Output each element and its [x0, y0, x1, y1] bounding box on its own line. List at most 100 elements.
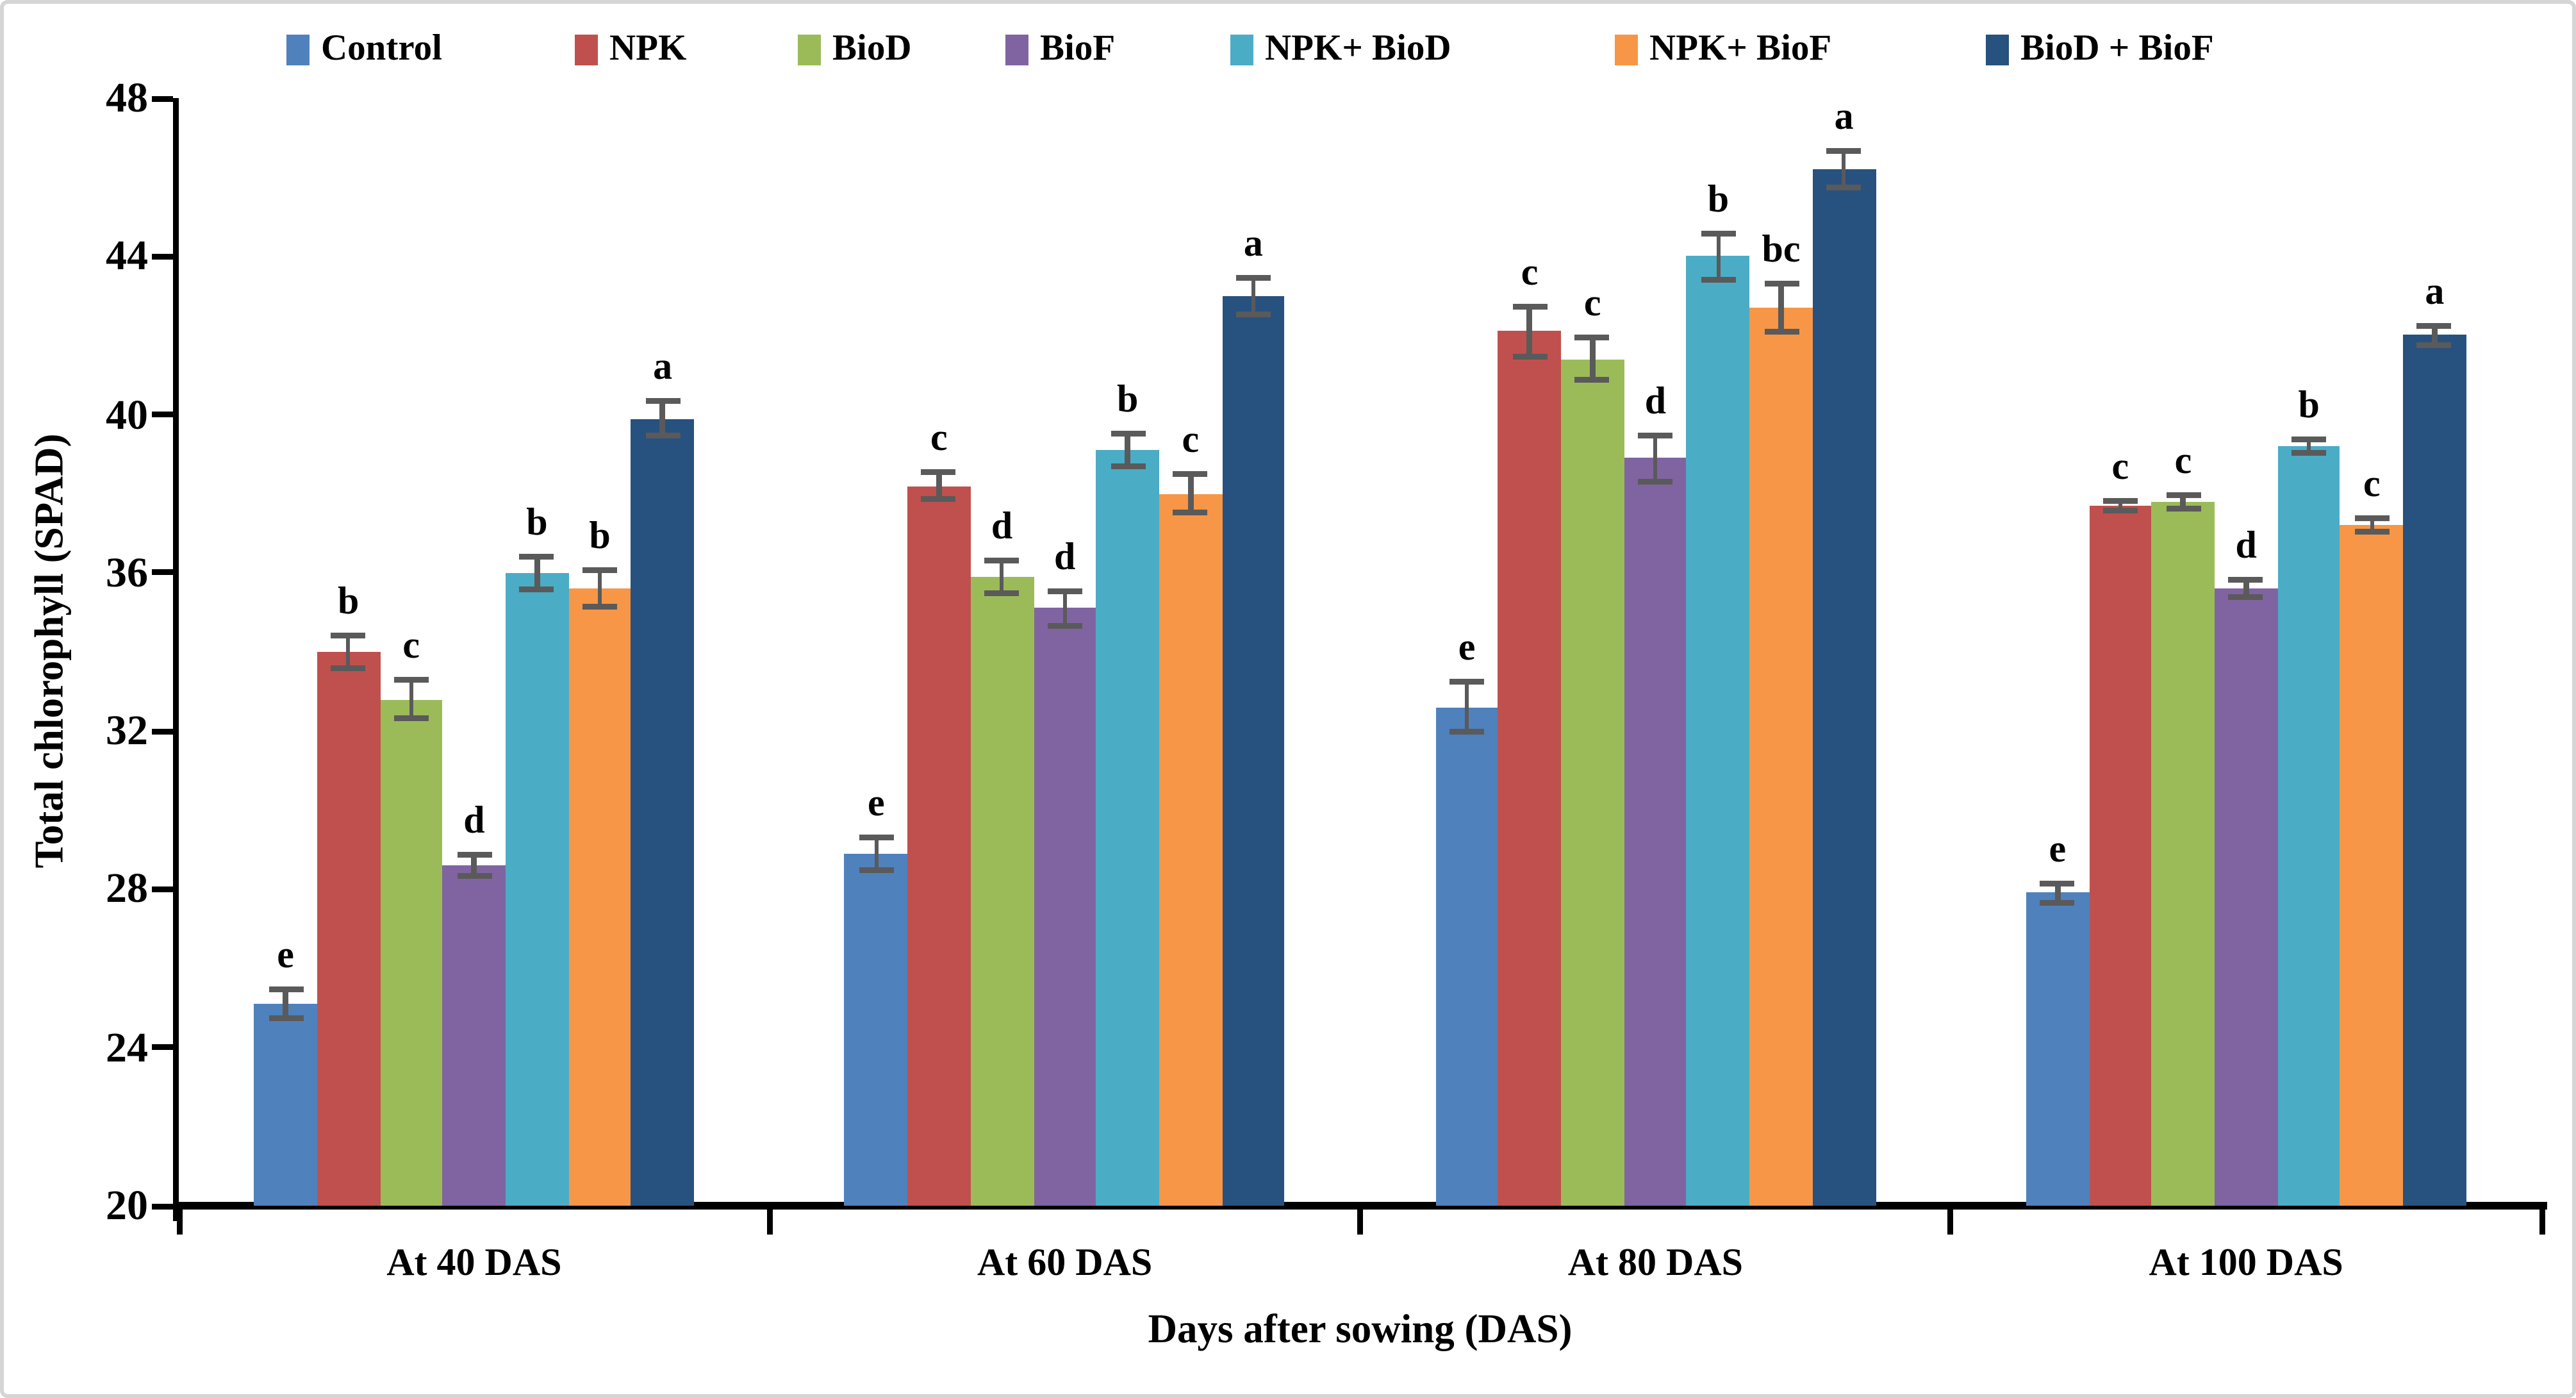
error-bar: [1590, 335, 1596, 383]
error-bar-cap: [2291, 450, 2327, 456]
significance-letter: d: [1644, 380, 1667, 423]
error-bar-cap: [1826, 185, 1862, 191]
error-bar-cap: [1638, 478, 1673, 484]
error-bar-cap: [2102, 508, 2138, 513]
bar: [1687, 256, 1750, 1206]
y-axis-tick: [152, 412, 173, 418]
legend-item: BioD: [798, 30, 912, 69]
error-bar: [1527, 303, 1532, 360]
significance-letter: e: [2049, 829, 2067, 872]
significance-letter: c: [402, 626, 420, 669]
significance-letter: bc: [1762, 228, 1801, 270]
error-bar-cap: [2102, 497, 2138, 504]
significance-letter: b: [589, 515, 611, 558]
legend-label: NPK: [609, 29, 687, 69]
legend-swatch: [798, 35, 821, 65]
error-bar-cap: [456, 873, 491, 879]
error-bar-cap: [331, 632, 366, 638]
error-bar-cap: [1575, 377, 1610, 383]
error-bar-cap: [1575, 335, 1610, 342]
legend-item: NPK+ BioF: [1615, 29, 1832, 69]
bar: [1221, 295, 1285, 1206]
error-bar-cap: [268, 1015, 303, 1022]
error-bar-cap: [519, 553, 554, 559]
error-bar-cap: [1173, 472, 1208, 478]
error-bar-cap: [645, 398, 681, 404]
error-bar-cap: [2354, 515, 2390, 522]
x-axis-tick: [766, 1210, 773, 1235]
significance-letter: d: [1053, 537, 1076, 579]
error-bar: [1062, 588, 1068, 628]
error-bar-cap: [2166, 492, 2201, 498]
x-axis-tick: [1357, 1210, 1363, 1235]
significance-letter: e: [1458, 628, 1476, 670]
legend-item: NPK: [575, 29, 687, 69]
legend-label: Control: [321, 29, 442, 69]
significance-letter: b: [1117, 378, 1139, 421]
bar: [379, 699, 443, 1206]
error-bar-cap: [2166, 505, 2201, 512]
error-bar: [472, 851, 477, 879]
x-axis-category-label: At 80 DAS: [1567, 1242, 1744, 1285]
significance-letter: e: [867, 781, 885, 824]
bar: [970, 576, 1034, 1206]
significance-letter: b: [2298, 384, 2320, 427]
significance-letter: b: [1707, 178, 1730, 221]
y-axis-tick: [152, 728, 173, 734]
significance-letter: b: [526, 501, 548, 544]
error-bar: [2432, 323, 2438, 347]
error-bar-cap: [1701, 276, 1736, 282]
y-axis-tick-label: 28: [106, 864, 148, 913]
error-bar-cap: [2354, 529, 2390, 535]
y-axis-tick: [152, 253, 173, 260]
significance-letter: e: [277, 934, 294, 977]
legend-swatch: [1986, 35, 2009, 65]
legend-label: NPK+ BioF: [1649, 29, 1832, 69]
legend-item: BioD + BioF: [1986, 30, 2214, 69]
significance-letter: a: [1243, 222, 1263, 265]
y-axis-tick-label: 36: [106, 547, 148, 596]
error-bar-cap: [1110, 464, 1145, 470]
error-bar-cap: [984, 590, 1020, 597]
x-axis-tick: [2538, 1210, 2545, 1235]
bar: [2026, 893, 2089, 1206]
x-axis-tick: [1947, 1210, 1954, 1235]
error-bar: [409, 678, 414, 721]
legend-swatch: [1615, 35, 1638, 65]
bar: [2340, 525, 2404, 1206]
bar: [2403, 335, 2466, 1206]
error-bar-cap: [1235, 312, 1271, 318]
error-bar-cap: [2417, 341, 2452, 347]
error-bar-cap: [859, 833, 894, 840]
error-bar-cap: [2040, 899, 2075, 905]
x-axis-tick: [176, 1210, 182, 1235]
bar: [1096, 450, 1159, 1206]
error-bar-cap: [1638, 432, 1673, 438]
bar: [845, 853, 908, 1206]
error-bar-cap: [2291, 436, 2327, 442]
significance-letter: c: [2174, 440, 2192, 483]
error-bar-cap: [1701, 230, 1736, 237]
error-bar-cap: [984, 556, 1020, 563]
bar: [1033, 608, 1096, 1206]
bar: [1624, 458, 1687, 1206]
legend-item: NPK+ BioD: [1230, 30, 1451, 69]
error-bar-cap: [859, 867, 894, 874]
error-bar: [2306, 436, 2311, 456]
error-bar: [873, 833, 879, 874]
error-bar-cap: [2417, 323, 2452, 329]
error-bar-cap: [1763, 279, 1799, 286]
error-bar: [999, 556, 1005, 597]
y-axis-tick: [152, 886, 173, 892]
error-bar: [1125, 430, 1130, 470]
error-bar-cap: [519, 587, 554, 593]
error-bar-cap: [1512, 303, 1548, 310]
error-bar-cap: [456, 851, 491, 858]
error-bar-cap: [1047, 588, 1082, 595]
bar: [442, 865, 506, 1206]
bar: [2215, 588, 2278, 1206]
significance-letter: b: [337, 580, 359, 623]
error-bar: [1715, 230, 1721, 282]
bar: [2151, 501, 2215, 1206]
